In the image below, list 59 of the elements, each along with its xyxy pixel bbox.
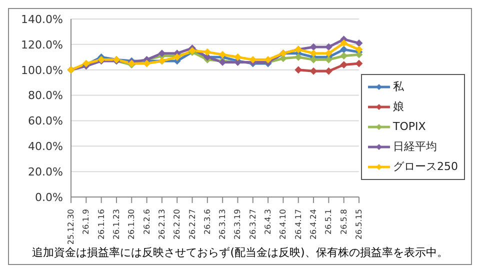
x-tick-label: 26.4.24 <box>309 209 318 240</box>
point <box>325 43 332 50</box>
point <box>340 61 348 68</box>
legend-label: 娘 <box>393 99 404 115</box>
text: 追加資金は損益率には反映させておらず(配当金は反映)、保有株の損益率を表示中。 <box>31 245 449 261</box>
y-tick-label: 20.0% <box>28 165 63 178</box>
y-tick-label: 40.0% <box>28 140 63 154</box>
point <box>325 50 332 57</box>
x-tick-label: 26.5.8 <box>339 209 348 234</box>
legend-label: TOPIX <box>393 119 426 135</box>
x-tick-label: 26.4.17 <box>294 209 303 240</box>
legend-label: 日経平均 <box>393 139 437 155</box>
x-tick-label: 26.3.27 <box>248 209 258 240</box>
point <box>249 56 256 64</box>
point <box>264 56 272 64</box>
x-tick-label: 26.2.20 <box>172 209 182 240</box>
point <box>143 60 150 67</box>
point <box>310 56 318 64</box>
legend-label: グロース250 <box>393 159 458 175</box>
x-tick-label: 26.4.10 <box>278 209 288 240</box>
point <box>340 52 348 60</box>
y-tick-label: 80.0% <box>28 89 63 102</box>
point <box>204 48 211 56</box>
point <box>310 68 318 75</box>
y-tick-label: 60.0% <box>28 114 63 128</box>
x-tick-label: 26.2.6 <box>142 209 152 234</box>
x-tick-label: 26.5.1 <box>324 209 334 234</box>
x-tick-label: 26.3.13 <box>218 209 228 240</box>
point <box>340 40 348 47</box>
point <box>234 54 242 61</box>
point <box>356 60 362 67</box>
point <box>310 43 318 50</box>
x-tick-label: 26.1.30 <box>127 209 136 240</box>
x-tick-label: 26.2.27 <box>188 209 197 240</box>
y-tick-label: 120.0% <box>21 38 63 52</box>
x-tick-label: 26.1.23 <box>112 209 121 240</box>
x-tick-label: 25.12.30 <box>66 209 76 245</box>
legend-label: 私 <box>393 79 404 95</box>
point <box>356 40 362 47</box>
x-tick-label: 26.3.19 <box>233 209 242 240</box>
x-tick-label: 26.2.13 <box>157 209 166 240</box>
x-tick-label: 26.1.16 <box>96 209 106 240</box>
point <box>294 66 302 74</box>
y-tick-label: 140.0% <box>21 12 63 26</box>
x-tick-label: 26.4.3 <box>264 209 273 234</box>
point <box>219 51 226 58</box>
point <box>325 56 332 64</box>
y-tick-label: 100.0% <box>21 64 63 77</box>
point <box>356 46 362 54</box>
point <box>158 50 166 57</box>
x-tick-label: 26.1.9 <box>82 209 91 234</box>
y-tick-label: 0.0% <box>35 190 63 204</box>
x-tick-label: 26.5.15 <box>354 209 364 240</box>
point <box>310 50 318 57</box>
point <box>325 68 332 75</box>
point <box>294 54 302 61</box>
x-tick-label: 26.3.6 <box>202 209 212 234</box>
point <box>356 51 362 58</box>
point <box>340 46 348 54</box>
